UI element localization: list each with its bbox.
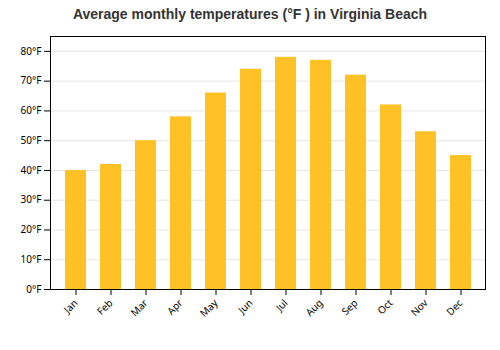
svg-text:60°F: 60°F [21,103,42,117]
svg-text:70°F: 70°F [21,73,42,87]
svg-text:10°F: 10°F [21,252,42,266]
svg-text:0°F: 0°F [26,282,41,296]
svg-text:Jul: Jul [272,296,291,315]
svg-text:Oct: Oct [374,296,396,318]
svg-text:Nov: Nov [407,295,431,319]
svg-text:Aug: Aug [302,296,325,319]
svg-text:40°F: 40°F [21,163,42,177]
svg-text:20°F: 20°F [21,222,42,236]
svg-text:Mar: Mar [127,296,150,319]
svg-text:Jan: Jan [60,296,81,317]
svg-text:Apr: Apr [164,296,186,318]
svg-text:Feb: Feb [93,296,115,318]
html-text:Average monthly temperatures (: Average monthly temperatures (°F ) in Vi… [72,6,428,22]
svg-text:50°F: 50°F [21,133,42,147]
svg-text:Sep: Sep [338,296,360,318]
svg-text:Jun: Jun [234,296,255,317]
svg-text:Dec: Dec [443,296,466,319]
svg-text:30°F: 30°F [21,192,42,206]
svg-text:80°F: 80°F [21,44,42,58]
svg-text:May: May [196,295,221,320]
